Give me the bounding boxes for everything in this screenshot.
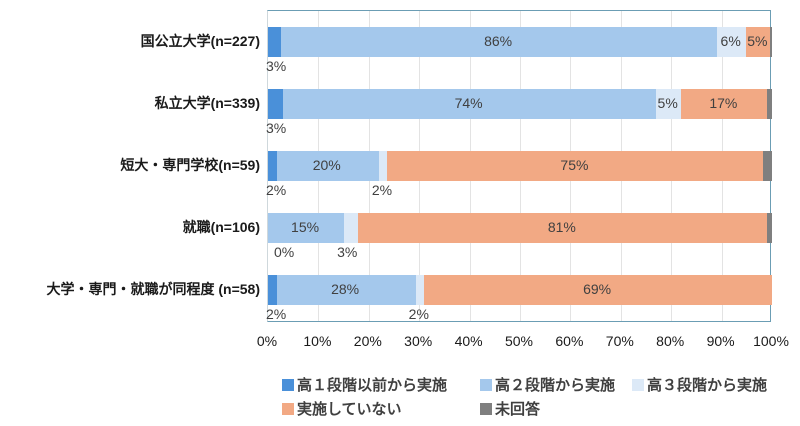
- data-label: 5%: [747, 33, 768, 49]
- bar-row: [268, 27, 772, 57]
- bar-segment: [276, 151, 379, 181]
- x-tick-label: 50%: [504, 333, 534, 349]
- data-label: 28%: [331, 281, 360, 297]
- bar-segment: [268, 27, 282, 57]
- bar-row: [268, 275, 772, 305]
- legend-item: 高２段階から実施: [480, 374, 615, 395]
- bar-segment: [283, 89, 657, 119]
- x-tick-label: 80%: [656, 333, 685, 349]
- bar-segment: [268, 151, 277, 181]
- category-label: 大学・専門・就職が同程度 (n=58): [46, 281, 260, 297]
- legend-swatch-icon: [480, 378, 492, 391]
- data-label: 3%: [337, 244, 358, 260]
- legend-swatch-icon: [480, 402, 492, 415]
- x-tick-label: 70%: [605, 333, 634, 349]
- bar-segment: [767, 213, 772, 243]
- legend-swatch-icon: [282, 402, 294, 415]
- bar-segment: [656, 89, 682, 119]
- bar-segment: [358, 213, 768, 243]
- legend-label: 高３段階から実施: [647, 377, 768, 394]
- data-label: 75%: [560, 157, 589, 173]
- bar-row: [268, 213, 772, 243]
- x-tick-label: 30%: [404, 333, 433, 349]
- data-label: 2%: [266, 182, 287, 198]
- bar-segment: [268, 213, 345, 243]
- data-label: 5%: [657, 95, 678, 111]
- data-label: 20%: [312, 157, 341, 173]
- legend-item: 実施していない: [282, 398, 402, 419]
- x-tick-label: 20%: [353, 333, 382, 349]
- legend-item: 高３段階から実施: [632, 374, 767, 395]
- bar-row: [268, 89, 772, 119]
- legend-label: 高１段階以前から実施: [297, 377, 448, 394]
- legend-swatch-icon: [632, 378, 644, 391]
- bar-segment: [387, 151, 764, 181]
- bar-segment: [268, 275, 277, 305]
- bar-segment: [378, 151, 388, 181]
- bar-segment: [281, 27, 718, 57]
- category-label: 私立大学(n=339): [154, 95, 260, 111]
- category-label: 短大・専門学校(n=59): [120, 157, 260, 173]
- x-tick-label: 40%: [454, 333, 483, 349]
- data-label: 3%: [266, 58, 287, 74]
- bar-segment: [424, 275, 772, 305]
- data-label: 15%: [291, 219, 320, 235]
- bar-segment: [717, 27, 747, 57]
- x-tick-label: 90%: [706, 333, 735, 349]
- legend-swatch-icon: [282, 378, 294, 391]
- data-label: 81%: [547, 219, 576, 235]
- data-label: 6%: [720, 33, 741, 49]
- legend-item: 高１段階以前から実施: [282, 374, 447, 395]
- category-label: 国公立大学(n=227): [140, 33, 260, 49]
- category-label: 就職(n=106): [182, 219, 260, 235]
- data-label: 2%: [371, 182, 393, 198]
- x-tick-label: 10%: [303, 333, 332, 349]
- data-label: 69%: [583, 281, 612, 297]
- legend-item: 未回答: [480, 398, 540, 419]
- bar-segment: [681, 89, 768, 119]
- bar-segment: [770, 27, 772, 57]
- data-label: 17%: [709, 95, 738, 111]
- bar-segment: [763, 151, 772, 181]
- bar-segment: [344, 213, 359, 243]
- data-label: 2%: [408, 306, 429, 322]
- x-tick-label: 0%: [256, 333, 278, 349]
- data-label: 86%: [484, 33, 513, 49]
- data-label: 74%: [454, 95, 483, 111]
- legend-label: 未回答: [495, 401, 541, 418]
- data-label: 2%: [266, 306, 287, 322]
- legend-label: 実施していない: [297, 401, 402, 418]
- bar-segment: [268, 89, 284, 119]
- plot-area: [267, 10, 772, 322]
- legend-label: 高２段階から実施: [495, 377, 616, 394]
- data-label: 0%: [274, 244, 295, 260]
- data-label: 3%: [266, 120, 287, 136]
- bar-segment: [415, 275, 425, 305]
- bar-row: [268, 151, 772, 181]
- bar-segment: [746, 27, 771, 57]
- bar-segment: [276, 275, 416, 305]
- x-tick-label: 60%: [555, 333, 584, 349]
- bar-segment: [767, 89, 772, 119]
- x-tick-label: 100%: [753, 333, 789, 349]
